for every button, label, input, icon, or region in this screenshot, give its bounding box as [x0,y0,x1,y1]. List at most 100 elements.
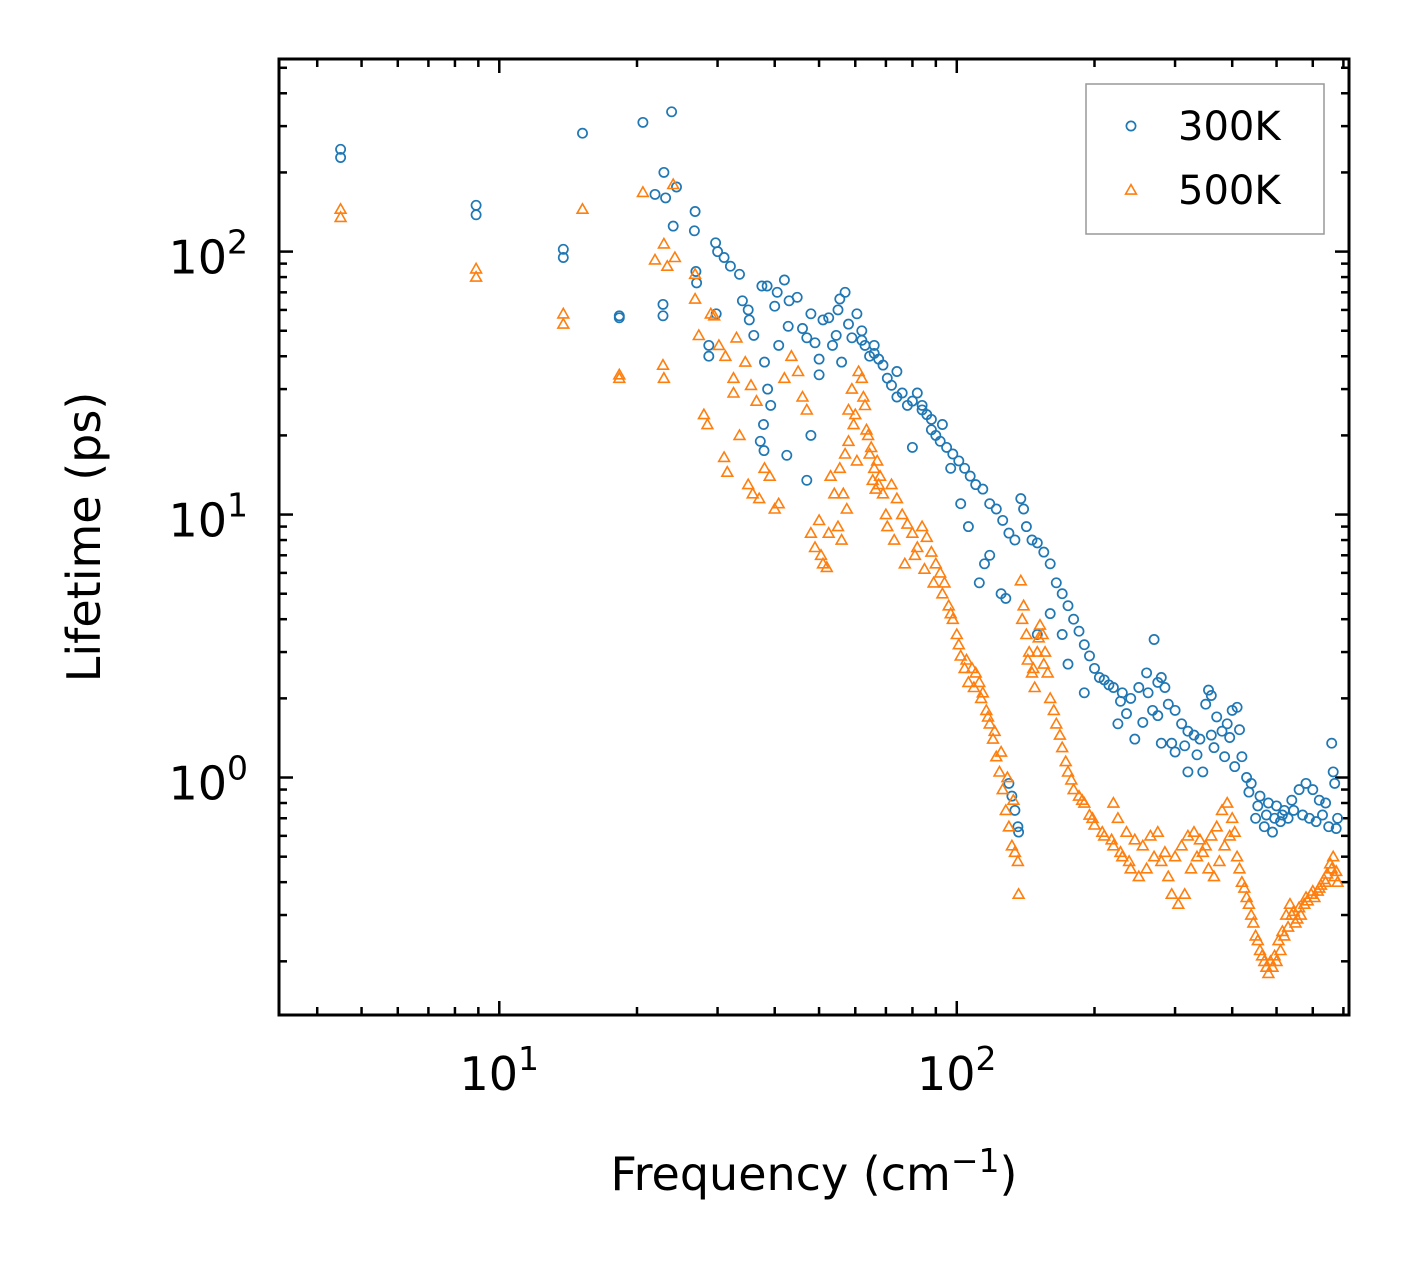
data-point-500K [1286,904,1301,917]
data-point-500K [999,803,1013,816]
data-point-500K [741,477,755,490]
data-point-500K [668,250,682,263]
data-point-500K [804,526,818,539]
data-point-300K [953,455,965,467]
data-point-300K [1147,704,1159,716]
data-point-300K [1243,786,1255,798]
x-axis-title-exponent: −1 [951,1141,1000,1180]
data-point-300K [1252,800,1264,812]
data-point-500K [1232,861,1247,874]
data-point-500K [1177,887,1192,900]
data-point-300K [1044,608,1056,620]
data-point-300K [1003,777,1015,789]
data-point-300K [941,441,953,453]
data-point-500K [1330,875,1345,888]
data-point-300K [934,435,946,447]
data-point-500K [729,330,744,343]
data-point-500K [1320,866,1334,879]
data-point-300K [1133,682,1145,693]
data-point-300K [1112,718,1124,730]
data-point-300K [813,353,825,365]
data-point-500K [840,501,854,514]
data-point-300K [613,312,625,324]
data-point-500K [1026,661,1041,674]
data-point-500K [910,540,925,553]
data-point-300K [1155,737,1167,749]
data-point-500K [791,364,805,377]
data-point-500K [1011,854,1025,867]
y-tick-label: 101 [168,486,248,548]
data-point-300K [1062,658,1074,670]
data-point-500K [712,338,726,351]
data-point-300K [1009,534,1021,546]
legend-label-500K: 500K [1178,168,1282,214]
data-point-500K [1242,897,1256,910]
data-point-500K [556,317,571,329]
data-point-300K [1116,687,1128,699]
data-point-300K [778,274,790,286]
data-point-300K [712,246,724,258]
data-point-500K [660,259,675,272]
data-point-300K [658,166,670,178]
data-point-300K [1224,732,1236,743]
data-point-500K [612,371,627,384]
data-point-500K [933,565,947,578]
data-point-300K [1282,812,1294,824]
data-point-500K [1021,652,1035,665]
data-point-500K [762,469,777,482]
data-point-300K [724,260,736,272]
data-point-300K [1216,725,1228,737]
data-point-500K [880,519,895,532]
data-point-500K [1037,657,1051,669]
data-point-300K [1258,821,1270,833]
data-point-300K [1300,777,1312,789]
data-point-500K [1168,849,1182,862]
x-axis-title-close: ) [1000,1147,1018,1201]
data-point-300K [758,419,769,430]
data-point-500K [1212,854,1227,867]
data-point-500K [884,477,899,490]
data-point-500K [1006,793,1021,806]
data-point-300K [649,188,661,200]
data-point-500K [950,627,964,640]
data-point-500K [1043,691,1057,704]
data-point-300K [990,503,1002,515]
data-point-300K [736,295,748,307]
data-point-500K [1123,861,1138,874]
data-point-500K [994,744,1008,757]
data-point-500K [666,177,680,190]
data-point-300K [979,558,990,570]
data-point-500K [657,236,671,249]
data-point-500K [1053,728,1067,740]
data-point-500K [821,526,836,539]
data-point-500K [900,517,915,529]
x-tick-label: 101 [460,1039,540,1101]
legend-marker-300K [1125,120,1137,132]
data-point-500K [1283,897,1297,910]
data-point-500K [1215,803,1229,816]
data-point-300K [1148,634,1160,645]
data-point-300K [761,280,773,292]
x-tick-label-base: 10 [460,1047,519,1101]
data-point-300K [805,308,817,320]
data-point-500K [1220,795,1234,808]
data-point-500K [992,764,1007,777]
data-point-500K [1196,845,1210,858]
data-point-500K [814,548,828,561]
data-point-300K [765,399,777,411]
data-point-300K [1044,558,1056,570]
data-point-500K [879,507,893,520]
data-point-300K [335,143,347,155]
legend-label-300K: 300K [1178,104,1282,150]
data-point-300K [1068,613,1080,625]
data-point-300K [557,252,569,263]
data-point-300K [762,383,774,395]
data-point-500K [961,675,976,688]
series-300K [335,106,1344,838]
data-point-500K [968,665,983,678]
data-point-500K [1011,887,1026,900]
data-point-500K [1113,845,1128,858]
data-point-500K [726,385,741,398]
data-point-500K [859,422,874,435]
data-point-500K [1154,854,1169,867]
